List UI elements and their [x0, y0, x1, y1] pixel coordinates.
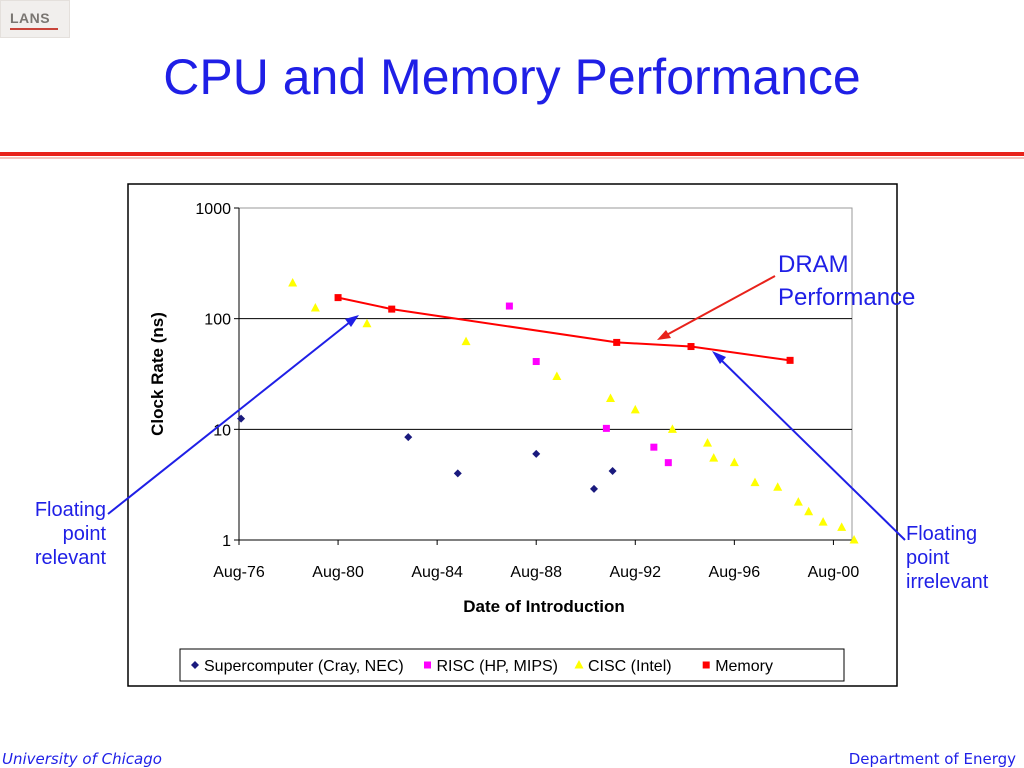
data-point-risc-hp-mips: [664, 459, 672, 467]
data-point-cisc-intel: [310, 302, 320, 312]
title-divider: [0, 152, 1024, 156]
data-point-supercomputer-cray-nec: [590, 484, 599, 493]
data-point-cisc-intel: [837, 522, 847, 531]
right-arrowhead-icon: [712, 351, 726, 364]
slide-title: CPU and Memory Performance: [163, 49, 861, 105]
data-point-cisc-intel: [461, 336, 471, 346]
data-point-supercomputer-cray-nec: [453, 469, 462, 478]
y-tick-label: 10: [213, 422, 231, 439]
data-point-cisc-intel: [362, 318, 372, 328]
legend-marker: [702, 661, 710, 669]
annotation-line: point: [906, 547, 950, 569]
data-point-risc-hp-mips: [505, 302, 513, 310]
legend-items: Supercomputer (Cray, NEC) RISC (HP, MIPS)…: [191, 658, 773, 675]
x-tick-label: Aug-92: [609, 564, 661, 581]
data-point-cisc-intel: [606, 393, 616, 402]
annotation-line: point: [62, 523, 106, 545]
legend-label: Supercomputer (Cray, NEC): [204, 658, 404, 675]
x-axis-title: Date of Introduction: [463, 597, 624, 616]
series-supercomputer-cray-nec: [237, 414, 617, 493]
data-point-cisc-intel: [793, 497, 803, 506]
data-point-memory: [388, 305, 396, 313]
dram-arrowhead-icon: [657, 330, 671, 340]
data-point-cisc-intel: [750, 477, 760, 487]
legend-label: CISC (Intel): [588, 658, 672, 675]
annotation-line: irrelevant: [906, 571, 989, 593]
annotation-line: Floating: [906, 523, 978, 545]
annotation-line: relevant: [34, 547, 106, 569]
legend-box: [179, 648, 845, 682]
data-point-memory: [786, 356, 794, 364]
x-tick-label: Aug-00: [808, 564, 860, 581]
x-axis-ticks: Aug-76 Aug-80 Aug-84 Aug-88 Aug-92 Aug-96 Aug-…: [213, 540, 859, 581]
y-tick-label: 100: [204, 312, 231, 329]
gridlines: [239, 318, 852, 430]
x-tick-label: Aug-96: [709, 564, 761, 581]
title-divider-shadow: [0, 157, 1024, 159]
legend-marker: [574, 660, 584, 669]
data-point-cisc-intel: [703, 438, 713, 447]
legend-label: Memory: [715, 658, 773, 675]
data-point-supercomputer-cray-nec: [404, 433, 413, 442]
series-layer: [237, 278, 859, 544]
data-point-cisc-intel: [729, 457, 739, 467]
data-point-cisc-intel: [849, 535, 859, 544]
lans-logo: LANS: [0, 0, 70, 38]
y-tick-label: 1: [222, 533, 231, 550]
data-point-risc-hp-mips: [532, 358, 540, 366]
series-cisc-intel: [288, 278, 859, 544]
series-risc-hp-mips: [505, 302, 672, 467]
annotation-dram-performance: DRAM Performance: [778, 248, 958, 314]
data-point-risc-hp-mips: [650, 443, 658, 451]
annotation-line: DRAM: [778, 251, 849, 278]
data-point-cisc-intel: [288, 278, 298, 287]
left-annotation-arrow: [107, 317, 356, 515]
footer-department: Department of Energy: [848, 750, 1016, 768]
logo-underline: [10, 28, 58, 30]
data-point-memory: [687, 343, 695, 351]
dram-annotation-arrow: [660, 275, 776, 339]
left-arrowhead-icon: [345, 315, 359, 327]
annotation-fp-relevant: Floating point relevant: [10, 498, 106, 570]
data-point-cisc-intel: [552, 371, 562, 381]
footer-university: University of Chicago: [2, 750, 162, 768]
data-point-supercomputer-cray-nec: [237, 414, 246, 423]
data-point-cisc-intel: [804, 506, 814, 516]
series-memory: [334, 294, 794, 364]
data-point-cisc-intel: [630, 404, 640, 414]
data-point-memory: [334, 294, 342, 302]
x-tick-label: Aug-84: [411, 564, 463, 581]
plot-area: [238, 207, 853, 541]
logo-text: LANS: [10, 10, 51, 26]
x-tick-label: Aug-88: [510, 564, 562, 581]
x-tick-label: Aug-80: [312, 564, 364, 581]
data-point-cisc-intel: [667, 424, 677, 433]
annotation-line: Floating: [34, 499, 106, 521]
right-annotation-arrow: [715, 354, 906, 541]
annotation-fp-irrelevant: Floating point irrelevant: [906, 522, 1016, 594]
data-point-memory: [613, 338, 621, 346]
y-tick-label: 1000: [195, 201, 231, 218]
data-point-supercomputer-cray-nec: [608, 467, 617, 476]
y-axis-title: Clock Rate (ns): [148, 312, 167, 436]
legend: Supercomputer (Cray, NEC) RISC (HP, MIPS)…: [179, 648, 845, 682]
data-point-risc-hp-mips: [602, 424, 610, 432]
data-point-cisc-intel: [709, 453, 719, 462]
legend-label: RISC (HP, MIPS): [437, 658, 559, 675]
data-point-cisc-intel: [818, 517, 828, 526]
data-point-supercomputer-cray-nec: [532, 449, 541, 458]
annotation-line: Performance: [778, 284, 916, 311]
legend-marker: [424, 661, 431, 669]
annotation-arrows: [107, 275, 906, 541]
legend-marker: [191, 661, 199, 669]
data-point-cisc-intel: [773, 482, 783, 491]
x-tick-label: Aug-76: [213, 564, 265, 581]
